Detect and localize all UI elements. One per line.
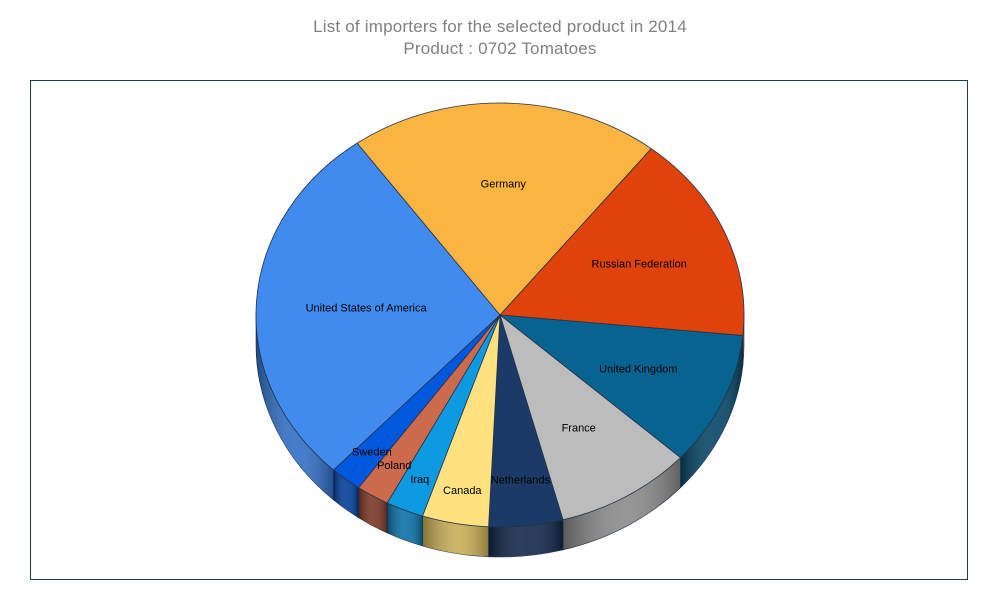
pie-side-shade-france — [562, 457, 681, 550]
slice-label-sweden: Sweden — [352, 446, 392, 458]
pie-labels: United States of America Germany Russian F… — [306, 179, 687, 497]
pie-slice-france[interactable] — [499, 314, 681, 521]
pie-slice-sweden[interactable] — [333, 314, 501, 489]
pie-side-shade-united-states-of-america — [256, 315, 334, 501]
pie-slice-russian-federation[interactable] — [499, 148, 745, 336]
pie-slice-united-states-of-america[interactable] — [255, 142, 501, 471]
slice-label-united-states-of-america: United States of America — [306, 303, 428, 315]
slice-label-united-kingdom: United Kingdom — [599, 363, 677, 375]
slice-label-poland: Poland — [377, 460, 411, 472]
pie-side-shade-iraq — [387, 503, 423, 547]
chart-title: List of importers for the selected produ… — [0, 16, 1000, 60]
chart-title-line: List of importers for the selected produ… — [313, 17, 687, 36]
slice-label-france: France — [562, 422, 596, 434]
slice-label-canada: Canada — [443, 485, 482, 497]
slice-label-russian-federation: Russian Federation — [592, 259, 687, 271]
pie-side-shade-sweden — [333, 470, 359, 518]
pie-side-shade-netherlands — [488, 519, 563, 558]
slice-label-iraq: Iraq — [410, 474, 429, 486]
pie-side-shade-united-kingdom — [680, 335, 743, 488]
slice-label-germany: Germany — [481, 179, 527, 191]
pie-side-shade-poland — [358, 487, 388, 534]
slice-label-netherlands: Netherlands — [491, 474, 551, 486]
pie-side-shade-canada — [422, 516, 489, 557]
pie-slices — [255, 102, 745, 528]
pie-slice-united-kingdom[interactable] — [499, 314, 744, 459]
pie-sides — [255, 314, 745, 558]
chart-subtitle-line: Product : 0702 Tomatoes — [403, 39, 597, 58]
pie-slice-germany[interactable] — [356, 102, 652, 316]
